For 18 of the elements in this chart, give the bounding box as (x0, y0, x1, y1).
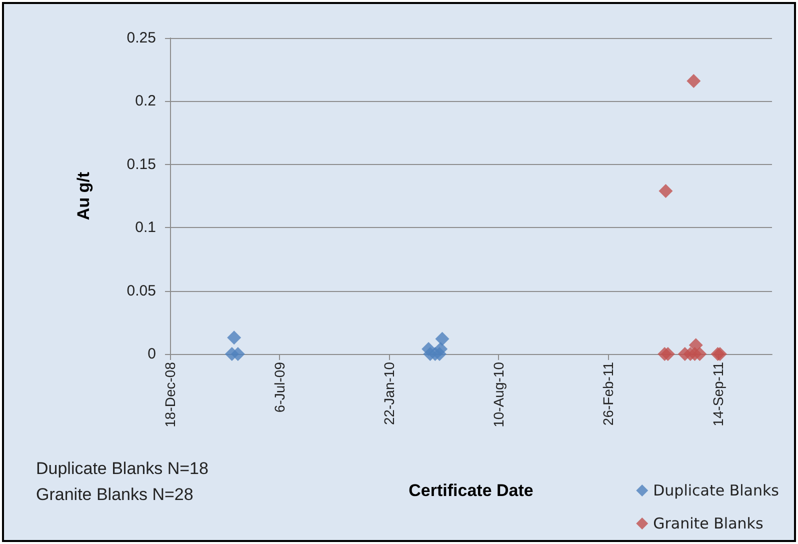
x-tick-label: 18-Dec-08 (162, 362, 178, 428)
x-tick-label: 14-Sep-11 (710, 362, 726, 426)
text: Duplicate Blanks N=18 (36, 459, 208, 478)
legend-label: Duplicate Blanks (653, 482, 780, 500)
y-tick-label: 0.25 (126, 30, 156, 46)
text: Granite Blanks N=28 (36, 485, 194, 504)
x-tick-label: 26-Feb-11 (600, 362, 616, 426)
x-axis-title: Certificate Date (408, 481, 534, 500)
y-tick-label: 0.05 (126, 282, 156, 300)
y-tick-label: 0.15 (126, 156, 156, 173)
x-tick-label: 10-Aug-10 (490, 362, 507, 428)
y-tick-label: 0 (148, 346, 156, 362)
legend-label: Granite Blanks (653, 514, 764, 532)
x-tick-label: 6-Jul-09 (272, 362, 288, 413)
y-tick-label: 0.2 (135, 92, 156, 110)
y-tick-label: 0.1 (135, 219, 156, 236)
x-tick-label: 22-Jan-10 (381, 362, 398, 426)
y-axis-title: Au g/t (74, 172, 93, 220)
